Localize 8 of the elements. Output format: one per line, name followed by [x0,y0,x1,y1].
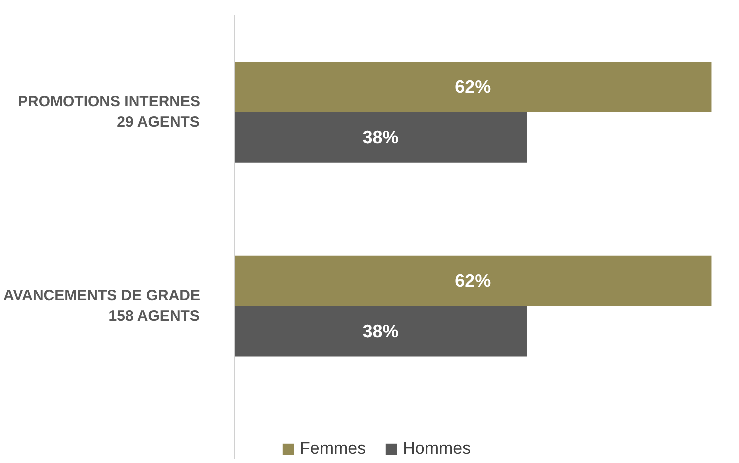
data-label: 38% [362,322,399,342]
data-label: 38% [362,128,399,148]
data-label: 62% [455,271,492,292]
legend-label: Hommes [403,439,472,459]
y-tick-label: AVANCEMENTS DE GRADE 158 AGENTS [4,288,201,326]
legend-label: Femmes [300,439,366,459]
data-label: 62% [455,77,492,98]
y-tick-label: PROMOTIONS INTERNES 29 AGENTS [18,94,201,132]
